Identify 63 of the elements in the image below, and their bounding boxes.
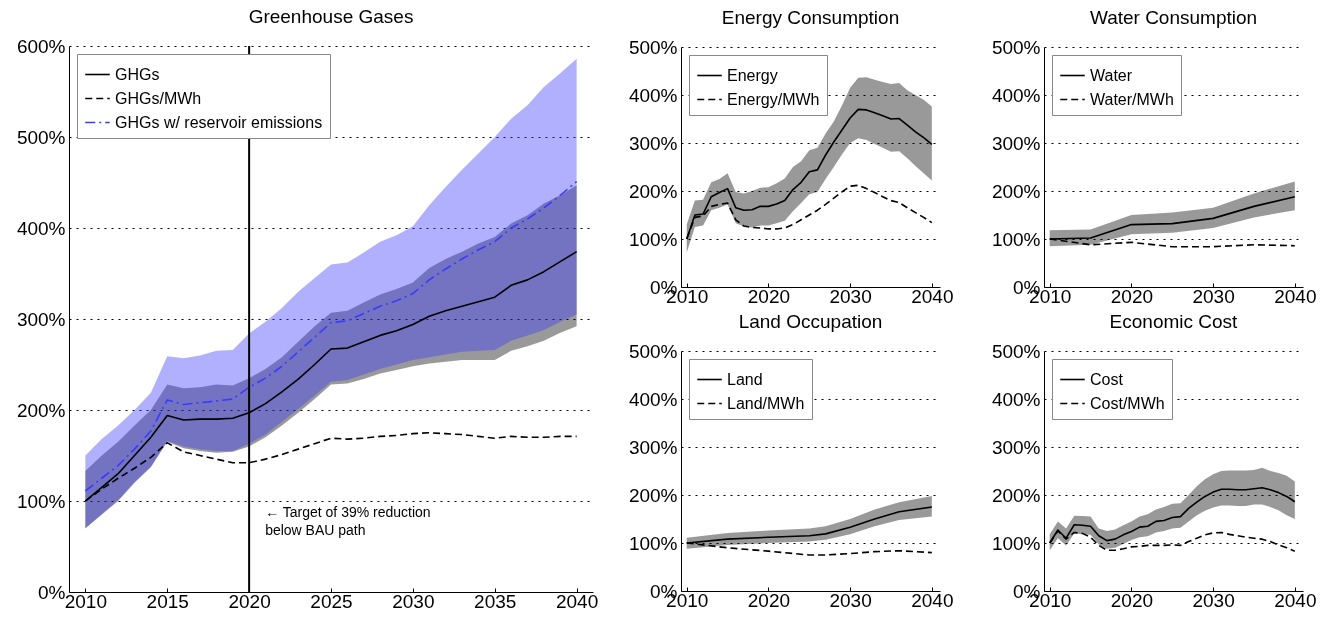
legend-label: Water/MWh (1090, 90, 1174, 108)
y-tick-label: 200% (628, 484, 678, 506)
legend-label: Land (727, 370, 763, 388)
y-tick-label: 300% (991, 436, 1041, 458)
y-tick-label: 400% (16, 217, 66, 239)
y-tick-label: 500% (991, 340, 1041, 362)
x-tick-label: 2010 (64, 590, 108, 612)
legend-label: Energy/MWh (727, 90, 820, 108)
y-tick-label: 100% (991, 532, 1041, 554)
legend-label: GHGs (115, 65, 160, 83)
x-tick-label: 2015 (146, 590, 189, 612)
y-tick-label: 600% (16, 35, 66, 57)
x-tick-label: 2030 (1192, 589, 1235, 611)
y-tick-label: 500% (991, 36, 1041, 58)
y-tick-label: 200% (628, 180, 678, 202)
legend-label: GHGs/MWh (115, 89, 202, 107)
chart-title: Water Consumption (1089, 7, 1258, 28)
y-tick-label: 200% (991, 484, 1041, 506)
y-tick-label: 400% (991, 84, 1041, 106)
y-tick-label: 300% (16, 308, 66, 330)
y-tick-label: 100% (991, 228, 1041, 250)
x-tick-label: 2040 (911, 589, 954, 611)
y-tick-label: 500% (628, 36, 678, 58)
chart-title: Economic Cost (1109, 311, 1239, 332)
legend-label: Water (1090, 66, 1133, 84)
x-tick-label: 2020 (747, 285, 791, 307)
x-tick-label: 2040 (555, 590, 599, 612)
legend-label: GHGs w/ reservoir emissions (115, 113, 323, 131)
legend-label: Energy (727, 66, 778, 84)
x-tick-label: 2030 (392, 590, 435, 612)
chart-title: Land Occupation (738, 311, 883, 332)
chart-title: Energy Consumption (721, 7, 900, 28)
y-tick-label: 100% (628, 228, 678, 250)
x-tick-label: 2040 (1274, 285, 1317, 307)
x-tick-label: 2020 (1110, 589, 1154, 611)
legend-label: Cost/MWh (1090, 394, 1165, 412)
x-tick-label: 2030 (829, 589, 872, 611)
x-tick-label: 2020 (228, 590, 271, 612)
x-tick-label: 2040 (911, 285, 954, 307)
y-tick-label: 500% (628, 340, 678, 362)
y-tick-label: 100% (628, 532, 678, 554)
x-tick-label: 2035 (474, 590, 517, 612)
y-tick-label: 300% (628, 132, 678, 154)
y-tick-label: 500% (16, 126, 66, 148)
y-tick-label: 400% (628, 84, 678, 106)
y-tick-label: 300% (628, 436, 678, 458)
chart-title: Greenhouse Gases (248, 6, 414, 27)
y-tick-label: 300% (991, 132, 1041, 154)
y-tick-label: 200% (16, 399, 66, 421)
x-tick-label: 2020 (747, 589, 791, 611)
y-tick-label: 100% (16, 490, 66, 512)
x-tick-label: 2040 (1274, 589, 1317, 611)
x-tick-label: 2025 (310, 590, 353, 612)
ref-line-label: ← Target of 39% reduction below BAU path (265, 503, 431, 538)
y-tick-label: 0% (38, 581, 66, 603)
legend-label: Land/MWh (727, 394, 805, 412)
x-tick-label: 2020 (1110, 285, 1154, 307)
legend-label: Cost (1090, 370, 1124, 388)
x-tick-label: 2030 (1192, 285, 1235, 307)
y-tick-label: 200% (991, 180, 1041, 202)
x-tick-label: 2030 (829, 285, 872, 307)
y-tick-label: 400% (991, 388, 1041, 410)
y-tick-label: 400% (628, 388, 678, 410)
